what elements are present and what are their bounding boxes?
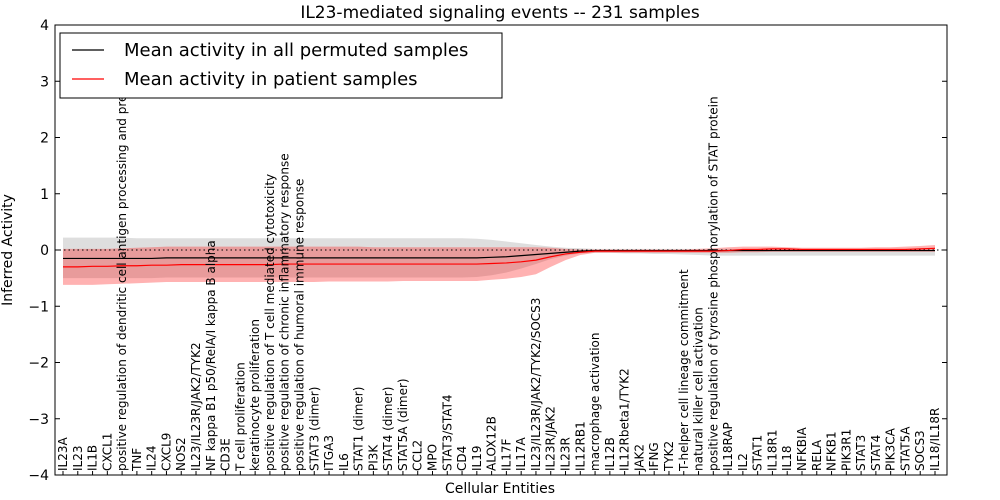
entity-label: PIK3R1 <box>839 429 853 471</box>
entity-label: IL23A <box>56 437 70 471</box>
entity-label: IL17A <box>514 437 528 471</box>
entity-label: PIK3CA <box>884 427 898 471</box>
entity-label: NF kappa B1 p50/RelA/I kappa B alpha <box>204 240 218 471</box>
entity-label: CD3E <box>219 438 233 471</box>
band-patient <box>63 244 935 285</box>
y-tick-label: −3 <box>28 412 49 428</box>
entity-label: MPO <box>425 444 439 471</box>
entity-label: macrophage activation <box>588 333 602 471</box>
entity-label: STAT3 (dimer) <box>307 387 321 471</box>
entity-label: RELA <box>810 439 824 471</box>
y-tick-label: 1 <box>40 187 49 203</box>
chart-title: IL23-mediated signaling events -- 231 sa… <box>300 3 700 23</box>
entity-label: STAT4 (dimer) <box>381 387 395 471</box>
line-patient-mean <box>63 247 936 268</box>
entity-label: STAT5A (dimer) <box>396 378 410 471</box>
y-tick-label: −1 <box>28 299 49 315</box>
entity-label: IL23/IL23R/JAK2/TYK2/SOCS3 <box>529 298 543 471</box>
entity-label: CD4 <box>455 446 469 471</box>
entity-label: STAT4 <box>869 435 883 471</box>
entity-label: NOS2 <box>174 437 188 471</box>
entity-label: T cell proliferation <box>233 362 247 472</box>
entity-label: IL12Rbeta1/TYK2 <box>618 368 632 471</box>
entity-label: IL18R1 <box>765 430 779 471</box>
y-tick-label: 0 <box>40 243 49 259</box>
legend-label-permuted: Mean activity in all permuted samples <box>124 40 468 61</box>
entity-label: STAT5A <box>898 426 912 471</box>
line-permuted-mean <box>63 249 935 260</box>
entity-label: IL1B <box>86 445 100 471</box>
entity-label: positive regulation of chronic inflammat… <box>278 153 292 471</box>
entity-label: positive regulation of tyrosine phosphor… <box>706 96 720 471</box>
entity-label: CXCL9 <box>159 433 173 471</box>
entity-label: IL23R <box>559 437 573 471</box>
entity-label: IFNG <box>647 442 661 471</box>
entity-label: STAT1 (dimer) <box>352 387 366 471</box>
entity-label: STAT3 <box>854 435 868 471</box>
entity-label: PI3K <box>366 444 380 471</box>
legend-box <box>59 32 503 99</box>
entity-label: positive regulation of T cell mediated c… <box>263 174 277 471</box>
confidence-bands <box>63 237 935 285</box>
entity-label: IL6 <box>337 453 351 471</box>
entity-label: CCL2 <box>411 440 425 471</box>
entity-label: NFKBIA <box>795 426 809 471</box>
entity-label: IL12RB1 <box>573 421 587 471</box>
band-permuted <box>63 237 935 279</box>
y-tick-label: 2 <box>40 131 49 147</box>
entity-label: IL23R/JAK2 <box>544 406 558 471</box>
entity-label: JAK2 <box>632 444 646 472</box>
entity-label: T-helper cell lineage commitment <box>677 269 691 472</box>
entity-label: STAT1 <box>751 435 765 471</box>
entity-label: CXCL1 <box>100 433 114 471</box>
entity-label: IL17F <box>499 439 513 471</box>
y-tick-label: 3 <box>40 74 49 90</box>
y-tick-label: −4 <box>28 468 49 484</box>
y-tick-label: 4 <box>40 18 49 34</box>
entity-label: IL23/IL23R/JAK2/TYK2 <box>189 342 203 471</box>
entity-label: natural killer cell activation <box>692 307 706 471</box>
entity-label: IL12B <box>603 437 617 471</box>
series-lines <box>63 247 936 268</box>
entity-label: IL24 <box>145 446 159 472</box>
entity-label: IL2 <box>736 453 750 471</box>
entity-label: IL18/IL18R <box>928 408 942 471</box>
entity-label: ITGA3 <box>322 435 336 471</box>
legend: Mean activity in all permuted samples Me… <box>59 32 503 99</box>
y-axis: 4 3 2 1 0 −1 −2 −3 −4 <box>28 18 947 484</box>
entity-label: ALOX12B <box>485 416 499 471</box>
y-axis-label: Inferred Activity <box>0 194 16 306</box>
entity-label: STAT3/STAT4 <box>440 394 454 471</box>
entity-label: positive regulation of dendritic cell an… <box>115 38 129 471</box>
entity-label: TYK2 <box>662 441 676 472</box>
entity-label: IL18RAP <box>721 422 735 471</box>
y-tick-label: −2 <box>28 356 49 372</box>
entity-label: keratinocyte proliferation <box>248 319 262 471</box>
entity-label: IL23 <box>71 446 85 472</box>
entity-label: TNF <box>130 448 144 472</box>
entity-label: IL19 <box>470 446 484 472</box>
legend-label-patient: Mean activity in patient samples <box>124 69 418 90</box>
entity-label: IL18 <box>780 446 794 472</box>
entity-label: NFKB1 <box>825 431 839 471</box>
entity-label: positive regulation of humoral immune re… <box>292 179 306 471</box>
entity-labels: IL23A IL23 IL1B CXCL1 positive regulation of… <box>56 38 942 475</box>
x-axis-label: Cellular Entities <box>445 481 555 497</box>
entity-label: SOCS3 <box>913 430 927 471</box>
